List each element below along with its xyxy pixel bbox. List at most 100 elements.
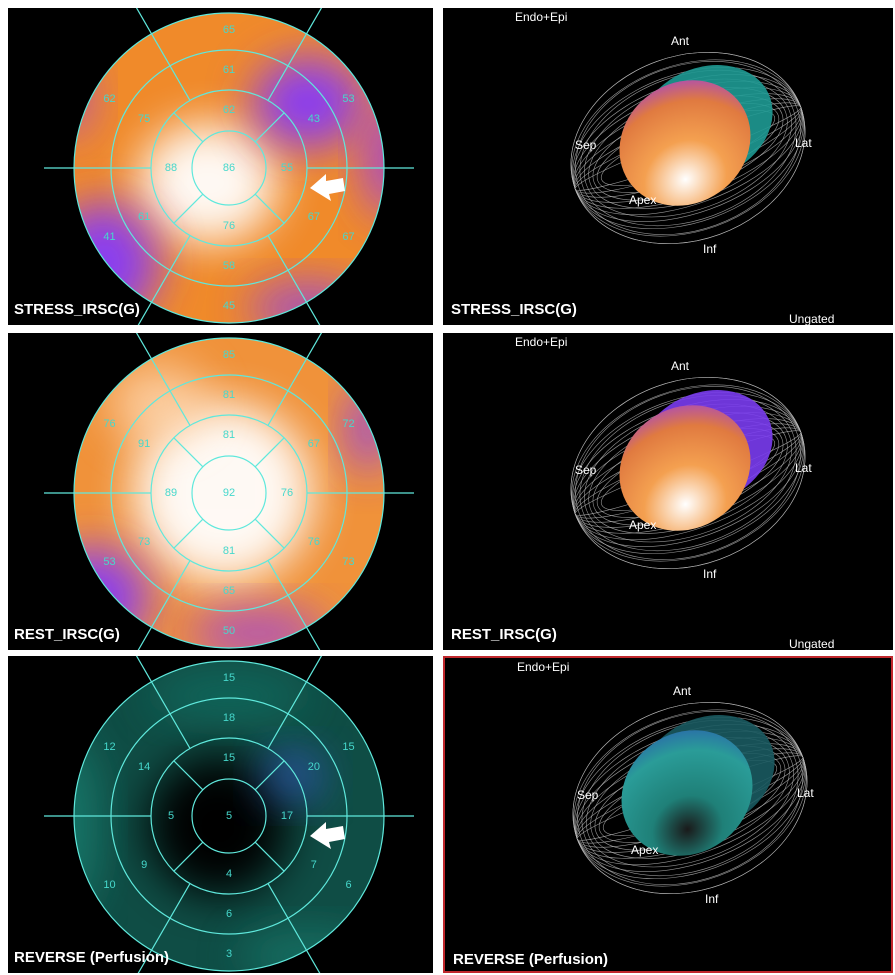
view-title: Endo+Epi	[515, 10, 567, 24]
segment-value: 15	[223, 752, 235, 764]
segment-line	[267, 333, 323, 426]
view-title: Endo+Epi	[517, 660, 569, 674]
segment-line	[135, 333, 191, 426]
segment-value: 53	[103, 556, 115, 568]
polar-map: 5 15 17 4 5 18 20 7 6 9 14 15 15 6 3 10 12 REVERSE (Perfu…	[14, 656, 414, 973]
segment-value: 7	[311, 859, 317, 871]
map-blob	[148, 756, 288, 896]
map-label: STRESS_IRSC(G)	[14, 301, 140, 318]
render-panel: Endo+Epi Ant Sep Lat Inf Apex STRESS_IRSC(G) Un…	[443, 8, 893, 325]
segment-line	[254, 760, 285, 791]
wire	[579, 69, 797, 227]
segment-value: 65	[223, 24, 235, 36]
segment-value: 67	[308, 211, 320, 223]
ring	[191, 778, 267, 854]
segment-line	[173, 518, 204, 549]
segment-value: 92	[223, 487, 235, 499]
segment-value: 3	[226, 948, 232, 960]
segment-line	[173, 112, 204, 143]
segment-line	[135, 8, 191, 101]
segment-value: 86	[223, 162, 235, 174]
segment-value: 50	[223, 625, 235, 637]
segment-value: 81	[223, 389, 235, 401]
orient-ant: Ant	[673, 684, 692, 698]
render: Endo+Epi Ant Sep Lat Inf Apex REST_IRSC(G) Unga…	[451, 335, 834, 650]
segment-value: 73	[138, 536, 150, 548]
render: Endo+Epi Ant Sep Lat Inf Apex STRESS_IRSC(G) Un…	[451, 10, 834, 325]
arrow-icon	[310, 174, 345, 201]
segment-value: 67	[308, 438, 320, 450]
segment-value: 45	[223, 300, 235, 312]
segment-value: 72	[342, 418, 354, 430]
segment-value: 81	[223, 545, 235, 557]
segment-value: 91	[138, 438, 150, 450]
segment-value: 20	[308, 761, 320, 773]
segment-line	[254, 841, 285, 872]
segment-value: 5	[168, 810, 174, 822]
wire	[579, 394, 797, 552]
map-blob	[108, 363, 208, 443]
orient-lat: Lat	[795, 136, 812, 150]
segment-line	[173, 437, 204, 468]
render-label: REVERSE (Perfusion)	[453, 951, 608, 968]
render-panel: Endo+Epi Ant Sep Lat Inf Apex REST_IRSC(G) Unga…	[443, 333, 893, 650]
segment-line	[135, 656, 191, 749]
map-blob	[74, 736, 98, 916]
orient-sep: Sep	[577, 788, 599, 802]
orient-lat: Lat	[797, 786, 814, 800]
map-label: REVERSE (Perfusion)	[14, 949, 169, 966]
segment-line	[137, 883, 191, 973]
orient-apex: Apex	[629, 518, 656, 532]
segment-value: 85	[223, 349, 235, 361]
orient-apex: Apex	[631, 843, 658, 857]
segment-value: 76	[308, 536, 320, 548]
segment-value: 73	[342, 556, 354, 568]
segment-line	[254, 193, 285, 224]
segment-value: 62	[223, 104, 235, 116]
shell-front	[621, 730, 753, 856]
orient-inf: Inf	[705, 892, 719, 906]
render-label: REST_IRSC(G)	[451, 626, 557, 643]
map-blob	[149, 671, 309, 721]
ring	[191, 455, 267, 531]
segment-value: 9	[141, 859, 147, 871]
render-panel: Endo+Epi Ant Sep Lat Inf Apex REVERSE (Perfusi…	[443, 656, 893, 973]
render-label: STRESS_IRSC(G)	[451, 301, 577, 318]
wire	[575, 386, 801, 560]
segment-value: 43	[308, 113, 320, 125]
view-title: Endo+Epi	[515, 335, 567, 349]
segment-line	[254, 112, 285, 143]
segment-value: 6	[226, 908, 232, 920]
segment-value: 76	[281, 487, 293, 499]
segment-line	[173, 760, 204, 791]
segment-line	[267, 883, 321, 973]
segment-value: 61	[138, 211, 150, 223]
shell-front	[619, 405, 751, 531]
segment-line	[173, 193, 204, 224]
map-blob	[74, 58, 93, 138]
segment-line	[137, 235, 191, 325]
segment-value: 62	[103, 93, 115, 105]
orient-ant: Ant	[671, 34, 690, 48]
segment-line	[267, 8, 323, 101]
segment-value: 6	[345, 879, 351, 891]
map-fill	[74, 338, 384, 648]
map-blob	[253, 58, 363, 148]
status: Ungated	[789, 312, 834, 325]
segment-value: 65	[223, 585, 235, 597]
arrow-icon	[310, 822, 345, 849]
segment-value: 5	[226, 810, 232, 822]
segment-value: 53	[342, 93, 354, 105]
segment-value: 15	[223, 672, 235, 684]
orient-apex: Apex	[629, 193, 656, 207]
segment-value: 41	[103, 231, 115, 243]
segment-line	[267, 235, 321, 325]
orient-inf: Inf	[703, 567, 717, 581]
segment-value: 76	[223, 220, 235, 232]
wire	[575, 61, 801, 235]
shell-front	[619, 80, 751, 206]
segment-value: 55	[281, 162, 293, 174]
orient-sep: Sep	[575, 138, 597, 152]
segment-value: 89	[165, 487, 177, 499]
